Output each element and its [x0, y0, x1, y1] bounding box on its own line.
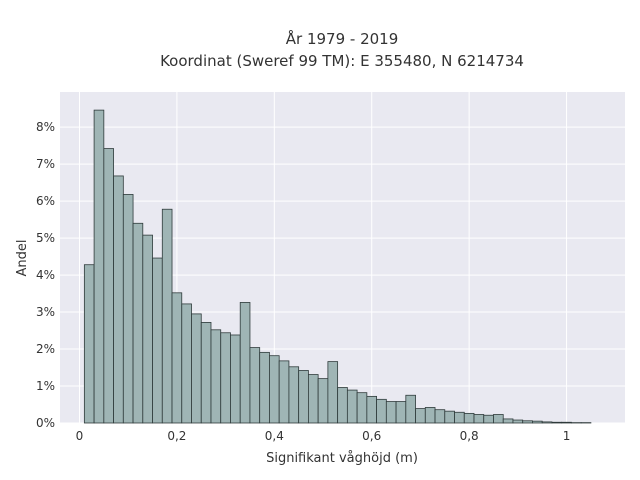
- histogram-bar: [415, 408, 426, 424]
- y-axis-ticks: 0% 1% 2% 3% 4% 5% 6% 7% 8%: [36, 120, 55, 430]
- histogram-bar: [269, 355, 280, 424]
- histogram-bar: [463, 412, 475, 424]
- x-tick-label: 0,8: [460, 429, 479, 443]
- histogram-bar: [454, 411, 465, 424]
- x-axis-label: Signifikant våghöjd (m): [266, 451, 418, 466]
- y-tick-label: 5%: [36, 231, 55, 245]
- x-tick-label: 0,4: [265, 429, 284, 443]
- histogram-bar: [288, 366, 300, 424]
- histogram-bar: [444, 410, 455, 424]
- histogram-bar: [122, 194, 134, 424]
- histogram-bar: [522, 420, 533, 424]
- histogram-bar: [210, 329, 222, 424]
- histogram-bar: [103, 148, 114, 424]
- histogram-bar: [317, 378, 329, 424]
- histogram-bar: [278, 360, 290, 424]
- histogram-bar: [366, 395, 377, 424]
- y-tick-label: 6%: [36, 194, 55, 208]
- histogram-bar: [142, 234, 153, 424]
- y-tick-label: 3%: [36, 305, 55, 319]
- histogram-bar: [249, 347, 261, 424]
- y-tick-label: 1%: [36, 379, 55, 393]
- histogram-bar: [405, 394, 416, 424]
- y-tick-label: 0%: [36, 416, 55, 430]
- y-tick-label: 7%: [36, 157, 55, 171]
- x-axis-ticks: 0 0,2 0,4 0,6 0,8 1: [76, 429, 571, 443]
- histogram-bar: [376, 398, 387, 424]
- x-tick-label: 1: [563, 429, 571, 443]
- histogram-bar: [308, 374, 319, 424]
- histogram-bar: [385, 401, 397, 424]
- histogram-bar: [424, 407, 436, 424]
- histogram-bar: [298, 370, 309, 424]
- histogram-bar: [93, 109, 105, 424]
- chart-title-line-2: Koordinat (Sweref 99 TM): E 355480, N 62…: [160, 52, 524, 70]
- histogram-bar: [230, 334, 241, 424]
- histogram-bar: [561, 421, 572, 424]
- histogram-bar: [532, 420, 543, 424]
- histogram-bar: [181, 303, 192, 424]
- histogram-bars: [83, 109, 592, 424]
- x-tick-label: 0,6: [362, 429, 381, 443]
- histogram-bar: [551, 421, 563, 424]
- histogram-bar: [356, 392, 368, 424]
- histogram-bar: [113, 175, 124, 424]
- histogram-bar: [161, 208, 173, 424]
- histogram-bar: [473, 414, 485, 424]
- histogram-bar: [483, 414, 494, 424]
- histogram-bar: [502, 418, 514, 424]
- y-tick-label: 8%: [36, 120, 55, 134]
- y-axis-label: Andel: [15, 240, 30, 277]
- histogram-bar: [337, 387, 348, 424]
- histogram-bar: [220, 332, 231, 424]
- histogram-bar: [259, 351, 270, 424]
- histogram-bar: [327, 361, 339, 424]
- x-tick-label: 0,2: [167, 429, 186, 443]
- histogram-bar: [191, 313, 202, 424]
- histogram-bar: [395, 401, 407, 424]
- histogram-bar: [132, 222, 144, 424]
- chart-title-line-1: År 1979 - 2019: [286, 29, 399, 48]
- histogram-bar: [83, 264, 95, 424]
- histogram-bar: [541, 421, 553, 424]
- x-tick-label: 0: [76, 429, 84, 443]
- histogram-bar: [512, 419, 524, 424]
- histogram-bar: [152, 257, 163, 424]
- histogram-bar: [434, 409, 446, 424]
- histogram-bar: [171, 292, 183, 424]
- y-tick-label: 4%: [36, 268, 55, 282]
- histogram-bar: [346, 389, 358, 424]
- histogram-bar: [200, 322, 212, 424]
- histogram-bar: [239, 302, 251, 424]
- histogram-bar: [493, 414, 504, 424]
- y-tick-label: 2%: [36, 342, 55, 356]
